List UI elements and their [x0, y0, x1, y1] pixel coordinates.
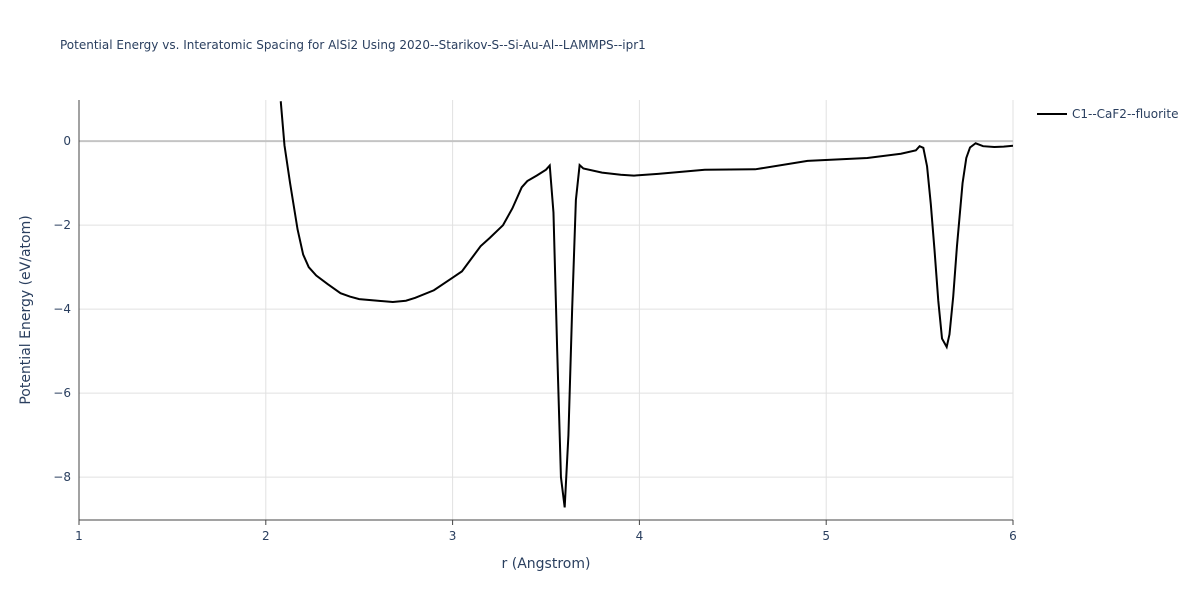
plot-area — [279, 101, 1013, 508]
y-tick-label: −4 — [53, 302, 71, 316]
x-tick-label: 6 — [1009, 529, 1017, 543]
x-tick-label: 1 — [75, 529, 83, 543]
x-tick-label: 3 — [449, 529, 457, 543]
y-tick-label: −6 — [53, 386, 71, 400]
y-tick-label: 0 — [63, 134, 71, 148]
chart-title: Potential Energy vs. Interatomic Spacing… — [60, 38, 646, 52]
x-tick-label: 2 — [262, 529, 270, 543]
y-tick-label: −2 — [53, 218, 71, 232]
x-tick-label: 4 — [636, 529, 644, 543]
grid: 1 2 3 4 5 6 −8 −6 −4 −2 0 — [53, 100, 1017, 543]
data-line — [279, 101, 1013, 508]
y-axis-title: Potential Energy (eV/atom) — [18, 215, 34, 404]
x-axis-title: r (Angstrom) — [502, 556, 591, 572]
legend-label: C1--CaF2--fluorite — [1072, 107, 1178, 121]
y-tick-label: −8 — [53, 470, 71, 484]
legend: C1--CaF2--fluorite — [1037, 107, 1178, 121]
x-tick-label: 5 — [822, 529, 830, 543]
